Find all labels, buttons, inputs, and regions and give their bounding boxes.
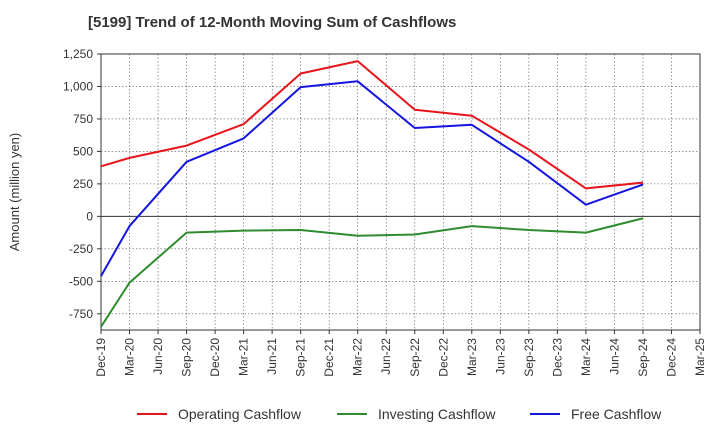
series-line-free-cashflow [100,80,644,277]
x-tick-label: Mar-23 [465,338,479,376]
y-tick-label: 0 [86,209,93,223]
x-tick-label: Dec-20 [208,338,222,377]
x-tick-label: Sep-21 [294,338,308,377]
x-tick-label: Jun-24 [607,338,621,375]
legend-label-free-cashflow: Free Cashflow [571,406,662,422]
x-tick-label: Jun-20 [151,338,165,375]
legend-label-operating-cashflow: Operating Cashflow [178,406,302,422]
legend-label-investing-cashflow: Investing Cashflow [378,406,496,422]
x-tick-label: Sep-24 [636,338,650,377]
x-tick-label: Mar-24 [579,338,593,376]
y-tick-label: 1,250 [63,47,93,61]
x-tick-label: Dec-19 [94,338,108,377]
x-axis-ticks: Dec-19 Mar-20 Jun-20 Sep-20 Dec-20 Mar-21 Jun-… [94,330,707,377]
chart-title: [5199] Trend of 12-Month Moving Sum of C… [88,14,457,31]
y-tick-label: 1,000 [63,79,93,93]
series-lines [100,60,644,328]
series-line-operating-cashflow [100,60,644,190]
x-tick-label: Mar-22 [351,338,365,376]
x-tick-label: Sep-20 [180,338,194,377]
x-tick-label: Sep-22 [408,338,422,377]
y-tick-label: -500 [69,274,93,288]
series-line-investing-cashflow [100,217,644,328]
x-tick-label: Mar-25 [693,338,707,376]
x-tick-label: Jun-21 [265,338,279,375]
x-tick-label: Dec-22 [436,338,450,377]
y-tick-label: 500 [73,144,93,158]
y-tick-label: -250 [69,242,93,256]
x-tick-label: Dec-24 [664,338,678,377]
y-tick-label: 250 [73,177,93,191]
x-tick-label: Jun-22 [379,338,393,375]
x-tick-label: Mar-21 [237,338,251,376]
x-tick-label: Jun-23 [493,338,507,375]
plot-area [100,53,701,331]
legend: Operating Cashflow Investing Cashflow Free… [137,406,662,422]
x-tick-label: Mar-20 [123,338,137,376]
y-axis-ticks: 1,250 1,000 750 500 250 0 -250 -500 -750 [63,47,101,321]
x-tick-label: Dec-23 [550,338,564,377]
plot-frame [100,53,701,331]
y-tick-label: -750 [69,307,93,321]
y-tick-label: 750 [73,112,93,126]
x-tick-label: Dec-21 [322,338,336,377]
y-axis-label: Amount (million yen) [7,133,22,252]
x-tick-label: Sep-23 [522,338,536,377]
